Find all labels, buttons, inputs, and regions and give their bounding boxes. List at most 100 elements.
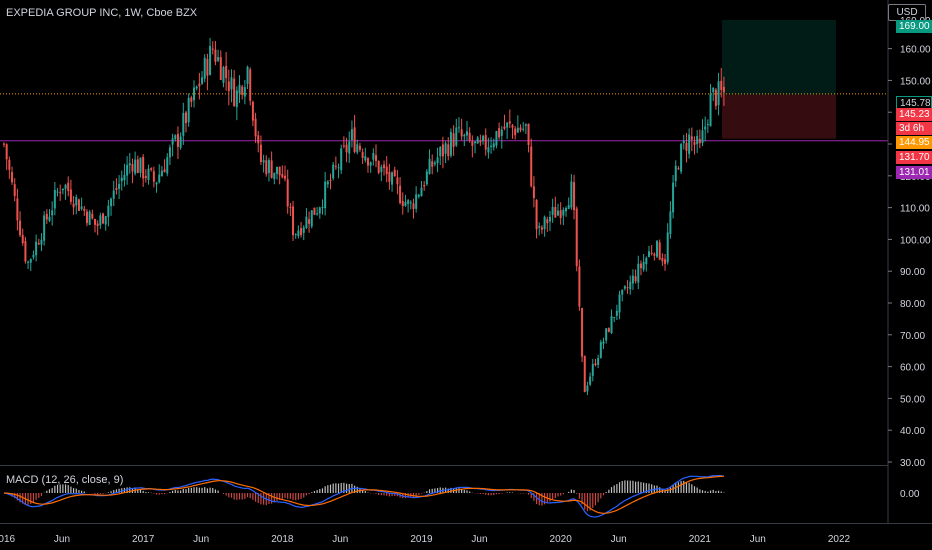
candle-body	[452, 133, 455, 147]
position-box[interactable]	[722, 20, 836, 139]
candle-body	[142, 156, 145, 179]
candle-body	[524, 124, 527, 126]
candle-body	[302, 227, 305, 233]
candle-body	[292, 206, 295, 236]
candle-body	[514, 128, 517, 136]
candle-body	[701, 130, 704, 143]
candle-body	[415, 194, 418, 209]
time-tick-label: 2019	[410, 534, 433, 545]
candle-body	[206, 58, 209, 76]
candle-body	[300, 228, 303, 236]
candle-body	[407, 200, 410, 204]
candle-body	[712, 87, 715, 93]
candle-body	[241, 86, 244, 95]
candle-body	[380, 166, 383, 173]
candle-body	[605, 328, 608, 341]
candle-body	[471, 141, 474, 146]
candle-body	[602, 341, 605, 344]
candle-body	[631, 275, 634, 284]
candle-body	[388, 171, 391, 182]
candle-body	[174, 135, 177, 139]
loss-zone	[722, 94, 836, 139]
price-tick-label: 90.00	[900, 267, 925, 278]
candle-body	[447, 144, 450, 157]
candle-body	[286, 179, 289, 207]
candle-body	[93, 218, 96, 225]
candle-body	[332, 164, 335, 179]
candle-body	[583, 355, 586, 393]
candle-body	[155, 182, 158, 185]
candle-body	[270, 160, 273, 178]
candle-body	[187, 97, 190, 123]
candle-body	[211, 48, 214, 50]
candle-body	[500, 129, 503, 136]
candle-body	[554, 206, 557, 218]
time-tick-label: 2021	[689, 534, 712, 545]
macd-title: MACD (12, 26, close, 9)	[6, 474, 124, 486]
candle-body	[377, 161, 380, 173]
candle-body	[519, 127, 522, 131]
candle-body	[449, 132, 452, 156]
candle-body	[498, 128, 501, 138]
candle-body	[176, 133, 179, 147]
candle-body	[104, 216, 107, 225]
candle-body	[51, 210, 54, 216]
candle-body	[107, 205, 110, 217]
candle-body	[543, 216, 546, 230]
candle-body	[439, 147, 442, 157]
candle-body	[249, 69, 252, 101]
candle-body	[29, 259, 32, 263]
time-tick-label: Jun	[193, 534, 209, 545]
candle-body	[203, 57, 206, 79]
candle-body	[83, 208, 86, 211]
candle-body	[586, 385, 589, 392]
currency-button[interactable]: USD	[888, 4, 926, 21]
candle-body	[642, 261, 645, 270]
candle-body	[235, 90, 238, 107]
candle-body	[463, 134, 466, 137]
candle-body	[99, 215, 102, 226]
candle-body	[5, 144, 8, 160]
candle-body	[131, 164, 134, 172]
candle-body	[559, 210, 562, 218]
candle-body	[265, 160, 268, 175]
candle-body	[53, 189, 56, 209]
candle-body	[409, 202, 412, 204]
candle-body	[345, 144, 348, 153]
candle-body	[396, 177, 399, 185]
candle-body	[618, 294, 621, 313]
price-badge: 145.23	[896, 108, 932, 121]
candle-body	[193, 87, 196, 101]
price-tick-label: 110.00	[900, 204, 930, 215]
candle-body	[706, 124, 709, 126]
candle-body	[102, 213, 105, 224]
price-badge: 131.01	[896, 166, 932, 179]
candle-body	[511, 125, 514, 128]
candle-body	[401, 201, 404, 207]
candle-body	[479, 140, 482, 143]
candle-body	[567, 205, 570, 209]
candle-body	[647, 251, 650, 257]
candle-body	[267, 160, 270, 173]
candle-body	[3, 143, 5, 145]
horizontal-levels[interactable]	[0, 93, 888, 142]
candle-body	[342, 145, 345, 147]
candle-body	[690, 136, 693, 140]
candle-body	[527, 123, 530, 146]
candle-body	[348, 141, 351, 154]
candle-body	[431, 161, 434, 167]
candle-body	[318, 207, 321, 214]
price-badge: 3d 6h	[896, 122, 932, 135]
candle-body	[128, 163, 131, 166]
candle-body	[412, 203, 415, 209]
candle-body	[115, 188, 118, 190]
candle-body	[21, 234, 24, 244]
candle-body	[324, 181, 327, 209]
time-tick-label: Jun	[471, 534, 487, 545]
candle-body	[399, 185, 402, 203]
time-tick-label: 2018	[271, 534, 294, 545]
candle-body	[238, 84, 241, 94]
candle-body	[233, 78, 236, 107]
time-tick-label: 2017	[132, 534, 155, 545]
